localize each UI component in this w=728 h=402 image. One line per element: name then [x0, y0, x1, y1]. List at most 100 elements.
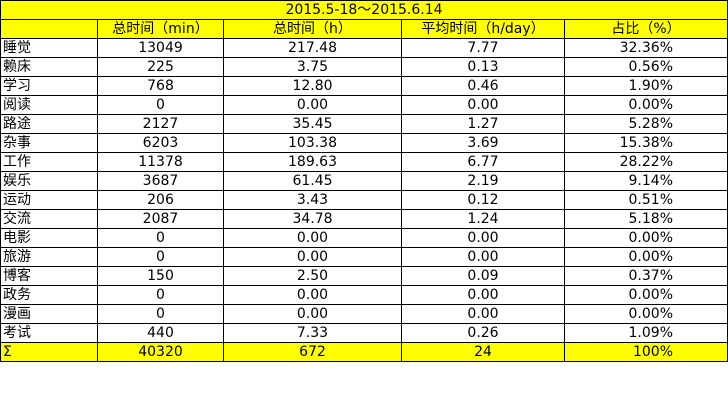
cell-total-min[interactable]: 0 — [97, 285, 224, 305]
cell-share[interactable]: 0.51% — [564, 190, 728, 210]
cell-total-min[interactable]: 11378 — [97, 152, 224, 172]
table-row: 学习 768 12.80 0.46 1.90% — [0, 76, 728, 96]
title-row: 2015.5-18～2015.6.14 — [0, 0, 728, 20]
header-cell-avg-per-day[interactable]: 平均时间（h/day） — [401, 19, 565, 39]
cell-total-min[interactable]: 768 — [97, 76, 224, 96]
cell-total-h[interactable]: 2.50 — [223, 266, 402, 286]
table-row: 政务 0 0.00 0.00 0.00% — [0, 285, 728, 305]
table-row: 运动 206 3.43 0.12 0.51% — [0, 190, 728, 210]
total-min[interactable]: 40320 — [97, 342, 224, 362]
cell-total-h[interactable]: 61.45 — [223, 171, 402, 191]
cell-share[interactable]: 0.56% — [564, 57, 728, 77]
row-label[interactable]: 交流 — [0, 209, 98, 229]
total-share[interactable]: 100% — [564, 342, 728, 362]
cell-total-min[interactable]: 150 — [97, 266, 224, 286]
cell-avg-per-day[interactable]: 0.00 — [401, 285, 565, 305]
row-label[interactable]: 睡觉 — [0, 38, 98, 58]
cell-total-min[interactable]: 440 — [97, 323, 224, 343]
cell-avg-per-day[interactable]: 0.00 — [401, 304, 565, 324]
header-cell-share[interactable]: 占比（%） — [564, 19, 728, 39]
cell-total-h[interactable]: 3.75 — [223, 57, 402, 77]
cell-total-h[interactable]: 35.45 — [223, 114, 402, 134]
cell-total-min[interactable]: 0 — [97, 304, 224, 324]
date-range-title[interactable]: 2015.5-18～2015.6.14 — [0, 0, 728, 20]
row-label[interactable]: 赖床 — [0, 57, 98, 77]
row-label[interactable]: 漫画 — [0, 304, 98, 324]
totals-row: Σ 40320 672 24 100% — [0, 342, 728, 362]
cell-share[interactable]: 32.36% — [564, 38, 728, 58]
cell-total-min[interactable]: 0 — [97, 228, 224, 248]
cell-total-min[interactable]: 0 — [97, 95, 224, 115]
cell-avg-per-day[interactable]: 3.69 — [401, 133, 565, 153]
cell-total-h[interactable]: 0.00 — [223, 95, 402, 115]
row-label[interactable]: 路途 — [0, 114, 98, 134]
cell-total-h[interactable]: 34.78 — [223, 209, 402, 229]
row-label[interactable]: 博客 — [0, 266, 98, 286]
cell-total-min[interactable]: 0 — [97, 247, 224, 267]
cell-avg-per-day[interactable]: 0.26 — [401, 323, 565, 343]
cell-avg-per-day[interactable]: 1.24 — [401, 209, 565, 229]
cell-avg-per-day[interactable]: 0.00 — [401, 95, 565, 115]
row-label[interactable]: 学习 — [0, 76, 98, 96]
cell-total-h[interactable]: 0.00 — [223, 247, 402, 267]
cell-avg-per-day[interactable]: 0.13 — [401, 57, 565, 77]
cell-share[interactable]: 0.00% — [564, 228, 728, 248]
cell-avg-per-day[interactable]: 7.77 — [401, 38, 565, 58]
row-label[interactable]: 娱乐 — [0, 171, 98, 191]
cell-share[interactable]: 0.37% — [564, 266, 728, 286]
cell-share[interactable]: 28.22% — [564, 152, 728, 172]
sigma-label[interactable]: Σ — [0, 342, 98, 362]
total-h[interactable]: 672 — [223, 342, 402, 362]
cell-total-h[interactable]: 7.33 — [223, 323, 402, 343]
row-label[interactable]: 运动 — [0, 190, 98, 210]
cell-share[interactable]: 15.38% — [564, 133, 728, 153]
cell-share[interactable]: 5.18% — [564, 209, 728, 229]
table-row: 电影 0 0.00 0.00 0.00% — [0, 228, 728, 248]
header-cell-total-h[interactable]: 总时间（h） — [223, 19, 402, 39]
cell-share[interactable]: 1.90% — [564, 76, 728, 96]
cell-total-h[interactable]: 3.43 — [223, 190, 402, 210]
header-cell-blank[interactable] — [0, 19, 98, 39]
table-row: 娱乐 3687 61.45 2.19 9.14% — [0, 171, 728, 191]
table-row: 路途 2127 35.45 1.27 5.28% — [0, 114, 728, 134]
cell-total-h[interactable]: 0.00 — [223, 228, 402, 248]
cell-total-h[interactable]: 103.38 — [223, 133, 402, 153]
cell-total-h[interactable]: 189.63 — [223, 152, 402, 172]
row-label[interactable]: 工作 — [0, 152, 98, 172]
cell-share[interactable]: 0.00% — [564, 247, 728, 267]
cell-avg-per-day[interactable]: 6.77 — [401, 152, 565, 172]
row-label[interactable]: 旅游 — [0, 247, 98, 267]
table-row: 赖床 225 3.75 0.13 0.56% — [0, 57, 728, 77]
row-label[interactable]: 政务 — [0, 285, 98, 305]
cell-avg-per-day[interactable]: 0.00 — [401, 228, 565, 248]
cell-total-min[interactable]: 225 — [97, 57, 224, 77]
cell-avg-per-day[interactable]: 0.00 — [401, 247, 565, 267]
cell-total-min[interactable]: 2127 — [97, 114, 224, 134]
cell-total-min[interactable]: 206 — [97, 190, 224, 210]
cell-total-h[interactable]: 12.80 — [223, 76, 402, 96]
total-avg-per-day[interactable]: 24 — [401, 342, 565, 362]
cell-total-min[interactable]: 13049 — [97, 38, 224, 58]
cell-avg-per-day[interactable]: 0.09 — [401, 266, 565, 286]
cell-share[interactable]: 0.00% — [564, 304, 728, 324]
cell-share[interactable]: 5.28% — [564, 114, 728, 134]
cell-total-h[interactable]: 217.48 — [223, 38, 402, 58]
row-label[interactable]: 杂事 — [0, 133, 98, 153]
cell-total-min[interactable]: 3687 — [97, 171, 224, 191]
cell-total-min[interactable]: 6203 — [97, 133, 224, 153]
header-cell-total-min[interactable]: 总时间（min） — [97, 19, 224, 39]
cell-share[interactable]: 0.00% — [564, 285, 728, 305]
row-label[interactable]: 阅读 — [0, 95, 98, 115]
cell-share[interactable]: 9.14% — [564, 171, 728, 191]
row-label[interactable]: 电影 — [0, 228, 98, 248]
cell-share[interactable]: 0.00% — [564, 95, 728, 115]
row-label[interactable]: 考试 — [0, 323, 98, 343]
cell-avg-per-day[interactable]: 0.12 — [401, 190, 565, 210]
cell-avg-per-day[interactable]: 0.46 — [401, 76, 565, 96]
cell-total-min[interactable]: 2087 — [97, 209, 224, 229]
cell-avg-per-day[interactable]: 2.19 — [401, 171, 565, 191]
cell-total-h[interactable]: 0.00 — [223, 285, 402, 305]
cell-avg-per-day[interactable]: 1.27 — [401, 114, 565, 134]
cell-total-h[interactable]: 0.00 — [223, 304, 402, 324]
cell-share[interactable]: 1.09% — [564, 323, 728, 343]
